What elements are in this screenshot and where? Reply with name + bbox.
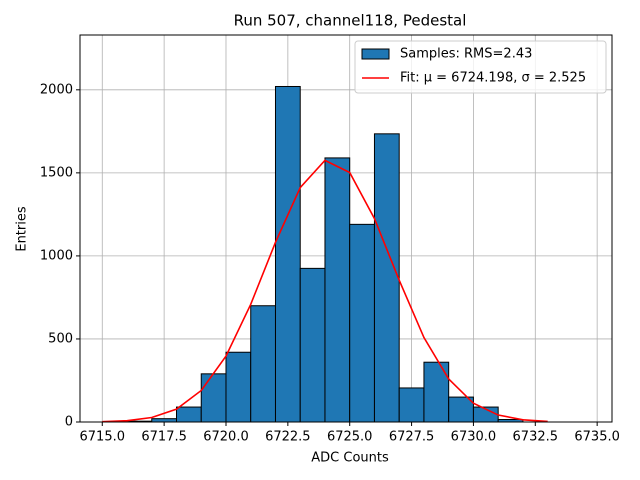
legend-swatch (361, 48, 390, 60)
legend-box (354, 40, 607, 94)
x-axis-label: ADC Counts (311, 451, 389, 466)
chart-title: Run 507, channel118, Pedestal (234, 12, 467, 30)
bar (423, 361, 450, 423)
bar (250, 305, 276, 423)
bar (176, 406, 202, 423)
bar (299, 267, 326, 423)
y-tick-label: 500 (48, 331, 73, 346)
x-tick-label: 6722.5 (265, 430, 311, 445)
plot (102, 85, 548, 423)
x-tick-label: 6717.5 (141, 430, 187, 445)
bar (398, 387, 425, 423)
x-tick-label: 6715.0 (80, 430, 126, 445)
bar (200, 373, 227, 423)
fit-line (102, 159, 548, 423)
bar (274, 85, 301, 423)
axes-frame (79, 34, 613, 423)
y-tick-label: 1500 (40, 165, 73, 180)
bar (349, 223, 375, 423)
x-tick-label: 6720.0 (203, 430, 249, 445)
x-tick-label: 6725.0 (327, 430, 373, 445)
x-tick-label: 6727.5 (389, 430, 435, 445)
legend-label: Fit: μ = 6724.198, σ = 2.525 (400, 71, 586, 86)
bar (373, 133, 400, 423)
y-tick-label: 1000 (40, 248, 73, 263)
x-tick-label: 6732.5 (513, 430, 559, 445)
y-tick-label: 2000 (40, 82, 73, 97)
legend-label: Samples: RMS=2.43 (400, 47, 532, 62)
x-tick-label: 6730.0 (451, 430, 497, 445)
bar (324, 157, 351, 423)
y-tick-label: 0 (65, 415, 73, 430)
bar (225, 351, 252, 423)
legend: Samples: RMS=2.43 Fit: μ = 6724.198, σ = … (354, 40, 607, 94)
x-tick-label: 6735.0 (574, 430, 620, 445)
bar (448, 396, 474, 423)
y-axis-label: Entries (15, 206, 30, 252)
